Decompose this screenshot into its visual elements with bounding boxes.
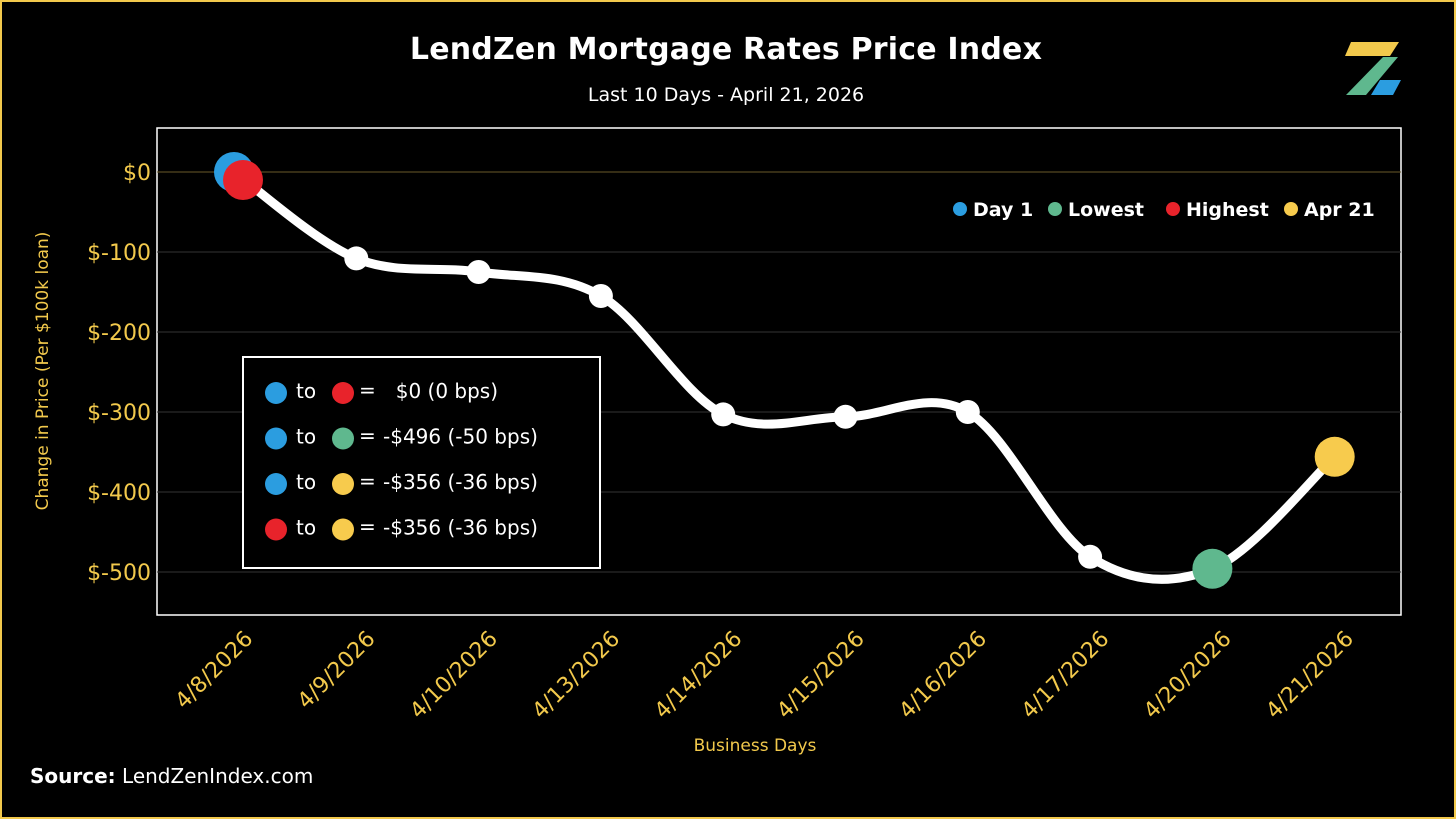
summary-equals: = [359, 515, 376, 539]
highlight-point-lowest [1192, 548, 1233, 589]
summary-to-dot [332, 473, 354, 495]
data-point [711, 402, 736, 427]
summary-connector: to [296, 425, 316, 449]
summary-connector: to [296, 516, 316, 540]
series-line [229, 167, 1340, 584]
legend-swatch [1166, 202, 1180, 216]
summary-value: -$356 (-36 bps) [383, 470, 538, 494]
summary-connector: to [296, 470, 316, 494]
highlight-point-latest [1314, 436, 1355, 477]
x-axis-label: Business Days [694, 736, 817, 756]
legend-swatch [1048, 202, 1062, 216]
legend-swatch [953, 202, 967, 216]
x-tick-label: 4/17/2026 [1017, 627, 1114, 724]
summary-box [242, 356, 601, 569]
x-tick-label: 4/16/2026 [895, 627, 992, 724]
highlight-point-highest [223, 160, 263, 200]
x-tick-label: 4/9/2026 [293, 627, 381, 715]
summary-from-dot [265, 382, 287, 404]
legend-label: Apr 21 [1304, 199, 1375, 221]
x-tick-label: 4/10/2026 [405, 627, 502, 724]
x-tick-label: 4/8/2026 [171, 627, 259, 715]
x-tick-label: 4/13/2026 [528, 627, 625, 724]
legend-swatch [1284, 202, 1298, 216]
source-value: LendZenIndex.com [122, 764, 314, 788]
legend-entry: Day 1 [953, 199, 1033, 221]
legend-entry: Lowest [1048, 199, 1144, 221]
legend-label: Day 1 [973, 199, 1033, 221]
legend-entry: Highest [1166, 199, 1269, 221]
y-tick-label: $-400 [87, 481, 151, 506]
summary-connector: to [296, 379, 316, 403]
y-tick-label: $-500 [87, 561, 151, 586]
summary-to-dot [332, 382, 354, 404]
summary-from-dot [265, 473, 287, 495]
summary-to-dot [332, 518, 354, 541]
legend-label: Lowest [1068, 199, 1144, 221]
summary-value: -$356 (-36 bps) [383, 516, 538, 540]
x-tick-label: 4/20/2026 [1139, 627, 1236, 724]
summary-row: to = -$496 (-50 bps) [265, 424, 538, 450]
summary-from-dot [265, 427, 287, 450]
y-tick-label: $0 [123, 161, 151, 186]
summary-value: -$496 (-50 bps) [383, 425, 538, 449]
x-tick-label: 4/21/2026 [1261, 627, 1358, 724]
data-point [466, 260, 491, 284]
chart-subtitle: Last 10 Days - April 21, 2026 [587, 84, 865, 106]
summary-equals: = [359, 469, 376, 493]
y-tick-label: $-200 [87, 321, 151, 346]
legend-entry: Apr 21 [1284, 199, 1375, 221]
lendzen-z-logo-icon [1345, 42, 1401, 95]
data-point [344, 246, 369, 271]
summary-value: $0 (0 bps) [383, 379, 498, 403]
data-point [588, 284, 613, 308]
data-point [1078, 544, 1103, 569]
summary-row: to = -$356 (-36 bps) [265, 469, 538, 495]
summary-to-dot [332, 427, 354, 450]
data-point [955, 400, 980, 424]
x-tick-label: 4/15/2026 [772, 627, 869, 724]
summary-from-dot [265, 518, 287, 541]
chart-title: LendZen Mortgage Rates Price Index [409, 32, 1043, 67]
source-line: Source: LendZenIndex.com [30, 764, 313, 788]
x-tick-label: 4/14/2026 [650, 627, 747, 724]
summary-equals: = [359, 378, 376, 402]
summary-row: to = $0 (0 bps) [265, 378, 498, 404]
plot-area-border [156, 127, 1402, 616]
summary-row: to = -$356 (-36 bps) [265, 515, 538, 541]
y-axis-label: Change in Price (Per $100k loan) [33, 232, 53, 511]
y-tick-label: $-300 [87, 401, 151, 426]
summary-equals: = [359, 424, 376, 448]
legend-label: Highest [1186, 199, 1269, 221]
data-point [833, 404, 858, 429]
y-tick-label: $-100 [87, 241, 151, 266]
source-label: Source: [30, 764, 116, 788]
